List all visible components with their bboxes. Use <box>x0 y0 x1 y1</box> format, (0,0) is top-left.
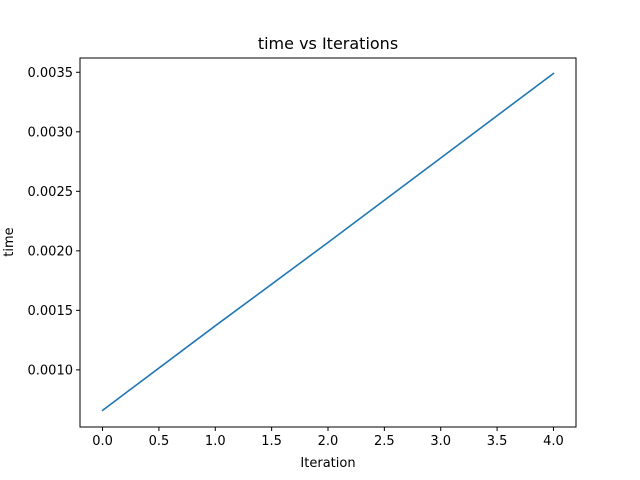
x-tick-label: 1.5 <box>261 434 282 449</box>
x-tick-label: 3.5 <box>487 434 508 449</box>
x-tick-label: 3.0 <box>430 434 451 449</box>
chart-title: time vs Iterations <box>258 34 398 53</box>
x-tick-label: 0.5 <box>149 434 170 449</box>
y-tick-label: 0.0015 <box>28 304 74 319</box>
x-tick-label: 2.0 <box>318 434 339 449</box>
x-tick-label: 2.5 <box>374 434 395 449</box>
x-tick-label: 1.0 <box>205 434 226 449</box>
plot-frame <box>79 57 577 428</box>
y-tick-label: 0.0035 <box>28 66 74 81</box>
x-axis-ticks: 0.0 0.5 1.0 1.5 2.0 2.5 3.0 3.5 4.0 <box>92 427 564 449</box>
series-line-0 <box>101 72 555 412</box>
x-tick-label: 0.0 <box>92 434 113 449</box>
y-tick-label: 0.0025 <box>28 185 74 200</box>
x-tick-label: 4.0 <box>543 434 564 449</box>
y-axis-title: time <box>2 227 17 256</box>
series-layer <box>101 72 555 412</box>
y-tick-label: 0.0020 <box>28 244 74 259</box>
x-axis-title: Iteration <box>300 456 355 471</box>
y-axis-ticks: 0.0010 0.0015 0.0020 0.0025 0.0030 0.0035 <box>28 66 80 378</box>
plot-area: 0.0 0.5 1.0 1.5 2.0 2.5 3.0 3.5 4.0 0.0010 0.0015… <box>28 57 577 449</box>
y-tick-label: 0.0030 <box>28 125 74 140</box>
y-tick-label: 0.0010 <box>28 363 74 378</box>
